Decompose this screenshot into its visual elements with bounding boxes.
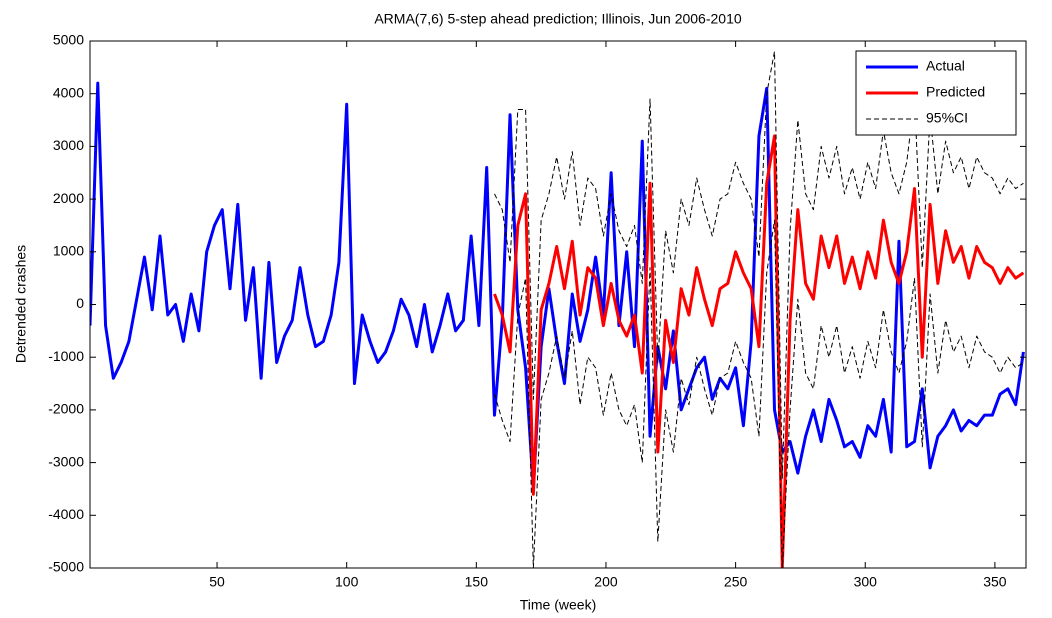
y-tick-label: 1000	[53, 243, 84, 259]
legend-label: Actual	[926, 58, 965, 74]
y-tick-label: -2000	[48, 401, 84, 417]
series-line	[494, 51, 1024, 479]
legend-label: Predicted	[926, 84, 985, 100]
y-tick-label: -1000	[48, 348, 84, 364]
series-line	[90, 81, 1025, 491]
x-tick-label: 250	[724, 574, 748, 590]
x-tick-label: 150	[465, 574, 489, 590]
chart-title: ARMA(7,6) 5-step ahead prediction; Illin…	[374, 11, 742, 27]
x-tick-label: 200	[594, 574, 618, 590]
x-tick-label: 350	[983, 574, 1007, 590]
y-tick-label: -3000	[48, 453, 84, 469]
x-axis-label: Time (week)	[520, 597, 597, 613]
y-tick-label: -5000	[48, 559, 84, 575]
x-tick-label: 300	[854, 574, 878, 590]
y-tick-label: 5000	[53, 32, 84, 48]
series-line	[493, 134, 1025, 568]
legend-label: 95%CI	[926, 110, 968, 126]
y-tick-label: -4000	[48, 506, 84, 522]
y-axis-label: Detrended crashes	[13, 245, 29, 363]
x-tick-label: 100	[335, 574, 359, 590]
y-tick-label: 3000	[53, 137, 84, 153]
y-tick-label: 4000	[53, 84, 84, 100]
y-tick-label: 2000	[53, 190, 84, 206]
plot-area	[90, 51, 1025, 568]
x-tick-label: 50	[209, 574, 225, 590]
y-tick-label: 0	[76, 295, 84, 311]
